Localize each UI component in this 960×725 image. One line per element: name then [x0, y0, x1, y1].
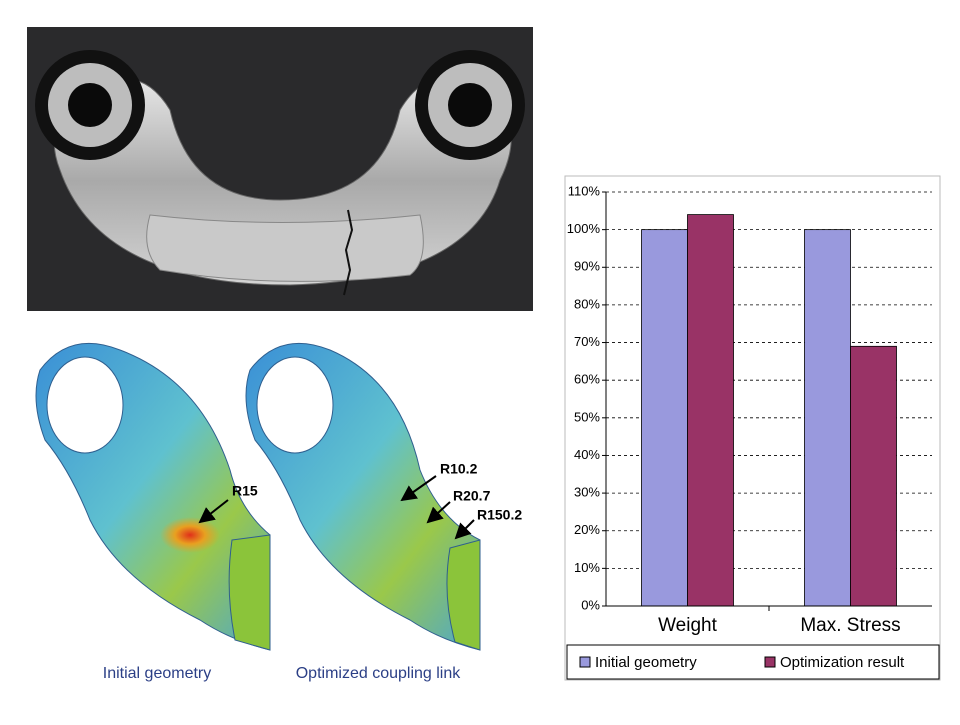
caption: Initial geometry [103, 665, 212, 682]
arrow [454, 519, 475, 540]
annotation: R10.2 [440, 461, 478, 477]
legend-swatch [764, 656, 776, 668]
y-tick-label: 60% [574, 372, 600, 387]
y-tick-label: 40% [574, 447, 600, 462]
fea-initial [35, 342, 271, 651]
photo [27, 27, 533, 311]
bar [850, 345, 897, 607]
y-tick-label: 0% [581, 597, 600, 612]
bar [641, 229, 688, 607]
annotation: R150.2 [477, 507, 522, 523]
arrow [400, 475, 437, 502]
y-tick-label: 70% [574, 334, 600, 349]
legend-swatch [579, 656, 591, 668]
y-tick-label: 10% [574, 560, 600, 575]
y-tick-label: 30% [574, 485, 600, 500]
chart: 0% 10% 20% 30% 40% 50% 60% 70% 80% 90% 100% 110% Wei… [566, 183, 940, 680]
legend-label: Optimization result [780, 654, 905, 671]
y-tick-label: 20% [574, 522, 600, 537]
legend-box [566, 644, 940, 680]
fea-optimized [245, 342, 481, 651]
y-tick-label: 80% [574, 296, 600, 311]
annotation: R15 [232, 483, 258, 499]
y-tick-label: 50% [574, 409, 600, 424]
y-tick-label: 100% [567, 221, 601, 236]
legend-label: Initial geometry [595, 654, 697, 671]
y-tick-label: 110% [568, 183, 601, 198]
y-tick-label: 90% [574, 259, 600, 274]
caption: Optimized coupling link [296, 665, 462, 682]
arrow [426, 501, 451, 524]
annotation: R20.7 [453, 488, 491, 504]
bar [804, 229, 851, 607]
x-tick-label: Weight [658, 615, 718, 636]
x-tick-label: Max. Stress [800, 615, 900, 636]
bar [687, 214, 734, 607]
arrow [198, 499, 229, 524]
